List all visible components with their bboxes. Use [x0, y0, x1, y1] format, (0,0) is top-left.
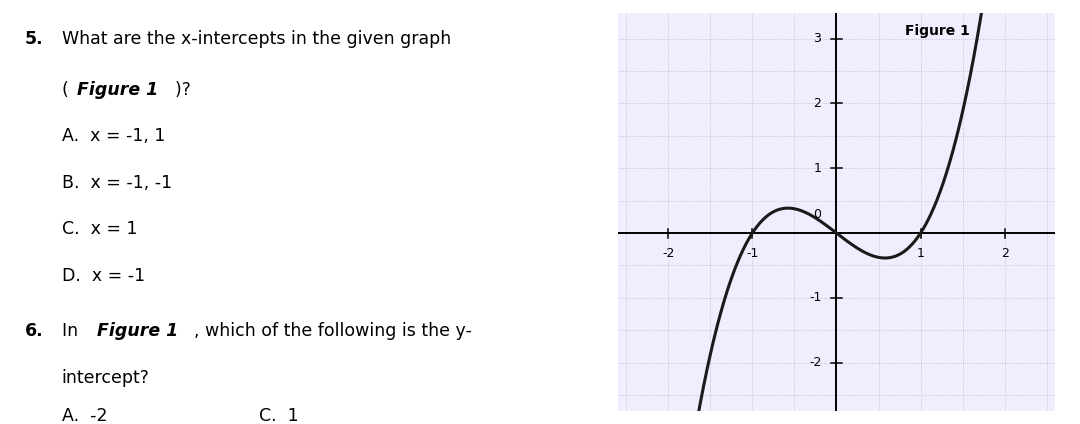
Text: 5.: 5. [25, 30, 43, 47]
Text: 0: 0 [813, 209, 821, 221]
Text: intercept?: intercept? [62, 369, 149, 387]
Text: 2: 2 [1001, 247, 1009, 260]
Text: Figure 1: Figure 1 [97, 322, 178, 340]
Text: C.  x = 1: C. x = 1 [62, 220, 137, 238]
Text: C.  1: C. 1 [258, 407, 298, 424]
Text: -2: -2 [809, 356, 821, 369]
Text: 2: 2 [813, 97, 821, 110]
Text: A.  x = -1, 1: A. x = -1, 1 [62, 127, 165, 145]
Text: (: ( [62, 81, 68, 98]
Text: 6.: 6. [25, 322, 43, 340]
Text: 1: 1 [917, 247, 924, 260]
Text: , which of the following is the y-: , which of the following is the y- [194, 322, 472, 340]
Text: 1: 1 [813, 162, 821, 175]
Text: -2: -2 [662, 247, 674, 260]
Text: Figure 1: Figure 1 [77, 81, 158, 98]
Text: 3: 3 [813, 32, 821, 45]
Text: -1: -1 [746, 247, 758, 260]
Text: In: In [62, 322, 83, 340]
Text: What are the x-intercepts in the given graph: What are the x-intercepts in the given g… [62, 30, 450, 47]
Text: -1: -1 [809, 291, 821, 304]
Text: B.  x = -1, -1: B. x = -1, -1 [62, 174, 172, 192]
Text: Figure 1: Figure 1 [905, 25, 970, 39]
Text: A.  -2: A. -2 [62, 407, 107, 424]
Text: )?​: )?​ [175, 81, 191, 98]
Text: D.  x = -1: D. x = -1 [62, 267, 145, 285]
